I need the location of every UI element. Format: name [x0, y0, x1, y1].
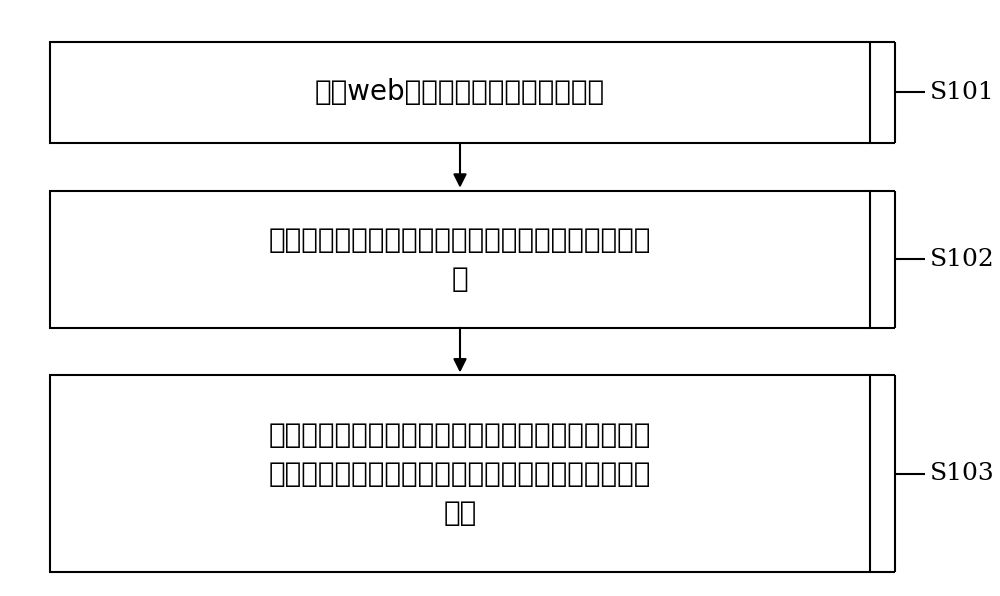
Text: S102: S102 — [930, 248, 995, 271]
Bar — [50, 191, 870, 328]
Text: 建立web端与机器人的远程网络连接: 建立web端与机器人的远程网络连接 — [315, 79, 605, 106]
Bar — [50, 42, 870, 143]
Bar — [50, 375, 870, 572]
Text: 接收由显示界面上发送的对于多个舵机的控制指令，
并向多个舵机发送对应的指令，进而改变舵机的锁定
状态: 接收由显示界面上发送的对于多个舵机的控制指令， 并向多个舵机发送对应的指令，进而… — [269, 421, 651, 527]
Text: 同步机器人内的多个舵机的状态，并展示在显示界面
上: 同步机器人内的多个舵机的状态，并展示在显示界面 上 — [269, 226, 651, 293]
Text: S103: S103 — [930, 462, 995, 485]
Text: S101: S101 — [930, 81, 995, 104]
